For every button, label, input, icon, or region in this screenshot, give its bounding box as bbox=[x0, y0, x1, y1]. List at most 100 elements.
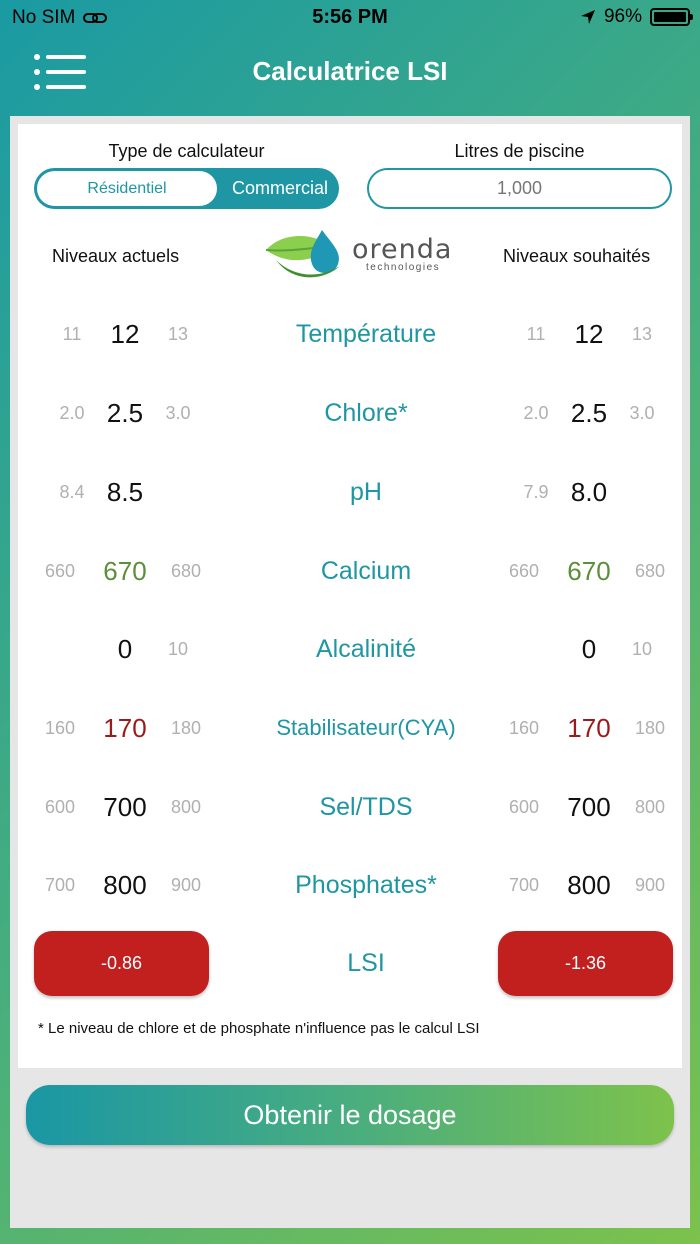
param-name-chlorine: Chlore* bbox=[324, 399, 408, 427]
segment-commercial[interactable]: Commercial bbox=[231, 178, 328, 198]
picker-selected-value[interactable]: 0 bbox=[117, 634, 133, 664]
picker-prev-value[interactable]: 660 bbox=[508, 561, 540, 581]
picker-next-value[interactable]: 10 bbox=[631, 639, 653, 659]
desired-cya-picker[interactable]: 160 170 180 bbox=[504, 698, 674, 758]
desired-phosphates-picker[interactable]: 700 800 900 bbox=[504, 855, 674, 915]
page-title: Calculatrice LSI bbox=[252, 56, 448, 86]
current-salt-tds-picker[interactable]: 600 700 800 bbox=[40, 777, 210, 837]
picker-prev-value[interactable] bbox=[516, 619, 556, 679]
param-row-ph: 8.4 8.5 pH 7.9 8.0 bbox=[18, 462, 682, 522]
status-bar: No SIM 5:56 PM 96% bbox=[0, 0, 700, 36]
desired-calcium-picker[interactable]: 660 670 680 bbox=[504, 541, 674, 601]
nav-bar: Calculatrice LSI bbox=[0, 36, 700, 108]
picker-next-value[interactable]: 800 bbox=[170, 797, 202, 817]
picker-prev-value[interactable]: 600 bbox=[508, 797, 540, 817]
picker-prev-value[interactable]: 11 bbox=[526, 324, 546, 344]
picker-selected-value[interactable]: 170 bbox=[103, 713, 147, 743]
picker-prev-value[interactable]: 160 bbox=[508, 718, 540, 738]
picker-next-value[interactable]: 13 bbox=[631, 324, 653, 344]
param-name-temperature: Température bbox=[295, 320, 437, 348]
pool-litres-input[interactable]: 1,000 bbox=[367, 168, 672, 209]
orenda-logo: orenda technologies bbox=[262, 226, 462, 282]
picker-prev-value[interactable] bbox=[52, 619, 92, 679]
param-row-salt-tds: 600 700 800 Sel/TDS 600 700 800 bbox=[18, 777, 682, 837]
picker-prev-value[interactable]: 7.9 bbox=[523, 482, 549, 502]
current-phosphates-picker[interactable]: 700 800 900 bbox=[40, 855, 210, 915]
param-row-temperature: 11 12 13 Température 11 12 13 bbox=[18, 304, 682, 364]
param-name-calcium: Calcium bbox=[320, 557, 412, 585]
param-name-alkalinity: Alcalinité bbox=[315, 635, 417, 663]
segment-residential[interactable]: Résidentiel bbox=[37, 171, 217, 206]
picker-selected-value[interactable]: 800 bbox=[567, 870, 611, 900]
get-dosage-button[interactable]: Obtenir le dosage bbox=[26, 1085, 674, 1145]
carrier-label: No SIM bbox=[12, 7, 76, 28]
current-temperature-picker[interactable]: 11 12 13 bbox=[40, 304, 210, 364]
desired-chlorine-picker[interactable]: 2.0 2.5 3.0 bbox=[504, 383, 674, 443]
picker-next-value[interactable]: 10 bbox=[167, 639, 189, 659]
picker-selected-value[interactable]: 8.0 bbox=[570, 477, 608, 507]
picker-next-value[interactable]: 3.0 bbox=[629, 403, 655, 423]
current-alkalinity-picker[interactable]: 0 10 bbox=[40, 619, 210, 679]
picker-next-value[interactable]: 3.0 bbox=[165, 403, 191, 423]
lsi-label: LSI bbox=[347, 949, 385, 977]
picker-next-value[interactable]: 900 bbox=[170, 875, 202, 895]
picker-selected-value[interactable]: 12 bbox=[110, 319, 140, 349]
desired-salt-tds-picker[interactable]: 600 700 800 bbox=[504, 777, 674, 837]
system-indicators: 96% bbox=[580, 6, 693, 28]
picker-prev-value[interactable]: 700 bbox=[44, 875, 76, 895]
picker-prev-value[interactable]: 2.0 bbox=[523, 403, 549, 423]
picker-prev-value[interactable]: 160 bbox=[44, 718, 76, 738]
picker-selected-value[interactable]: 2.5 bbox=[106, 398, 144, 428]
picker-selected-value[interactable]: 700 bbox=[103, 792, 147, 822]
hamburger-menu-icon[interactable] bbox=[34, 52, 86, 92]
desired-levels-heading: Niveaux souhaités bbox=[503, 246, 651, 266]
picker-prev-value[interactable]: 2.0 bbox=[59, 403, 85, 423]
calculator-card bbox=[18, 124, 682, 1068]
picker-next-value[interactable] bbox=[158, 462, 198, 522]
picker-prev-value[interactable]: 8.4 bbox=[59, 482, 85, 502]
leaf-drop-icon bbox=[265, 230, 340, 278]
picker-selected-value[interactable]: 8.5 bbox=[106, 477, 144, 507]
current-levels-heading: Niveaux actuels bbox=[52, 246, 180, 266]
desired-temperature-picker[interactable]: 11 12 13 bbox=[504, 304, 674, 364]
param-row-alkalinity: 0 10 Alcalinité 0 10 bbox=[18, 619, 682, 679]
param-name-salt-tds: Sel/TDS bbox=[319, 793, 413, 821]
carrier-status: No SIM bbox=[12, 7, 108, 29]
picker-next-value[interactable]: 800 bbox=[634, 797, 666, 817]
picker-prev-value[interactable]: 660 bbox=[44, 561, 76, 581]
picker-prev-value[interactable]: 11 bbox=[62, 324, 82, 344]
picker-next-value[interactable]: 180 bbox=[634, 718, 666, 738]
param-name-cya: Stabilisateur(CYA) bbox=[276, 715, 456, 740]
current-lsi-result[interactable]: -0.86 bbox=[34, 931, 209, 996]
current-cya-picker[interactable]: 160 170 180 bbox=[40, 698, 210, 758]
picker-selected-value[interactable]: 670 bbox=[567, 556, 611, 586]
picker-prev-value[interactable]: 600 bbox=[44, 797, 76, 817]
picker-selected-value[interactable]: 170 bbox=[567, 713, 611, 743]
current-chlorine-picker[interactable]: 2.0 2.5 3.0 bbox=[40, 383, 210, 443]
current-calcium-picker[interactable]: 660 670 680 bbox=[40, 541, 210, 601]
current-ph-picker[interactable]: 8.4 8.5 bbox=[40, 462, 210, 522]
picker-next-value[interactable]: 680 bbox=[634, 561, 666, 581]
logo-subtitle: technologies bbox=[366, 262, 441, 273]
pool-litres-label: Litres de piscine bbox=[454, 141, 585, 161]
picker-selected-value[interactable]: 12 bbox=[574, 319, 604, 349]
desired-ph-picker[interactable]: 7.9 8.0 bbox=[504, 462, 674, 522]
desired-lsi-result[interactable]: -1.36 bbox=[498, 931, 673, 996]
param-name-ph: pH bbox=[350, 478, 382, 506]
picker-next-value[interactable]: 13 bbox=[167, 324, 189, 344]
picker-next-value[interactable]: 900 bbox=[634, 875, 666, 895]
desired-alkalinity-picker[interactable]: 0 10 bbox=[504, 619, 674, 679]
picker-selected-value[interactable]: 670 bbox=[103, 556, 147, 586]
param-name-phosphates: Phosphates* bbox=[295, 871, 437, 899]
picker-next-value[interactable]: 680 bbox=[170, 561, 202, 581]
picker-selected-value[interactable]: 700 bbox=[567, 792, 611, 822]
calc-type-segmented-control[interactable]: Résidentiel Commercial bbox=[34, 168, 339, 209]
picker-next-value[interactable] bbox=[622, 462, 662, 522]
picker-prev-value[interactable]: 700 bbox=[508, 875, 540, 895]
param-row-chlorine: 2.0 2.5 3.0 Chlore* 2.0 2.5 3.0 bbox=[18, 383, 682, 443]
picker-next-value[interactable]: 180 bbox=[170, 718, 202, 738]
picker-selected-value[interactable]: 0 bbox=[581, 634, 597, 664]
picker-selected-value[interactable]: 800 bbox=[103, 870, 147, 900]
picker-selected-value[interactable]: 2.5 bbox=[570, 398, 608, 428]
calc-type-label: Type de calculateur bbox=[108, 141, 265, 161]
